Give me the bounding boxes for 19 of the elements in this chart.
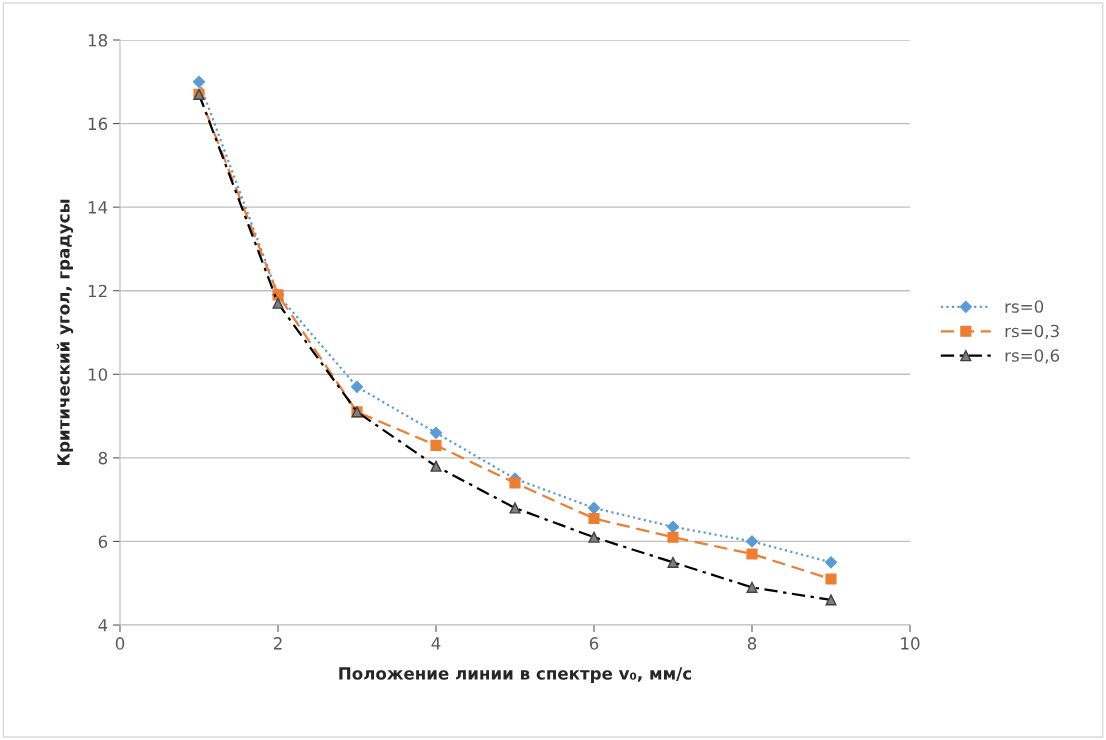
y-tick-label: 12 bbox=[88, 284, 107, 298]
x-axis-title: Положение линии в спектре v₀, мм/с bbox=[339, 667, 692, 683]
x-tick-label: 10 bbox=[901, 637, 920, 650]
y-tick-label: 10 bbox=[88, 368, 108, 381]
x-tick-label: 6 bbox=[589, 637, 599, 650]
y-tick-label: 4 bbox=[98, 619, 108, 632]
legend-label: rs=0 bbox=[1005, 300, 1044, 313]
x-tick-label: 8 bbox=[747, 637, 757, 650]
legend-label: rs=0,6 bbox=[1005, 349, 1060, 364]
y-tick-label: 6 bbox=[98, 535, 108, 548]
y-tick-label: 14 bbox=[88, 201, 108, 214]
y-tick-label: 8 bbox=[98, 451, 108, 465]
legend-label: rs=0,3 bbox=[1005, 324, 1059, 340]
y-tick-label: 16 bbox=[88, 117, 108, 131]
x-tick-label: 4 bbox=[431, 637, 441, 650]
x-tick-label: 2 bbox=[273, 637, 282, 650]
y-axis-title: Критический угол, градусы bbox=[56, 199, 74, 466]
x-tick-label: 0 bbox=[115, 637, 125, 650]
y-tick-label: 18 bbox=[88, 33, 108, 47]
